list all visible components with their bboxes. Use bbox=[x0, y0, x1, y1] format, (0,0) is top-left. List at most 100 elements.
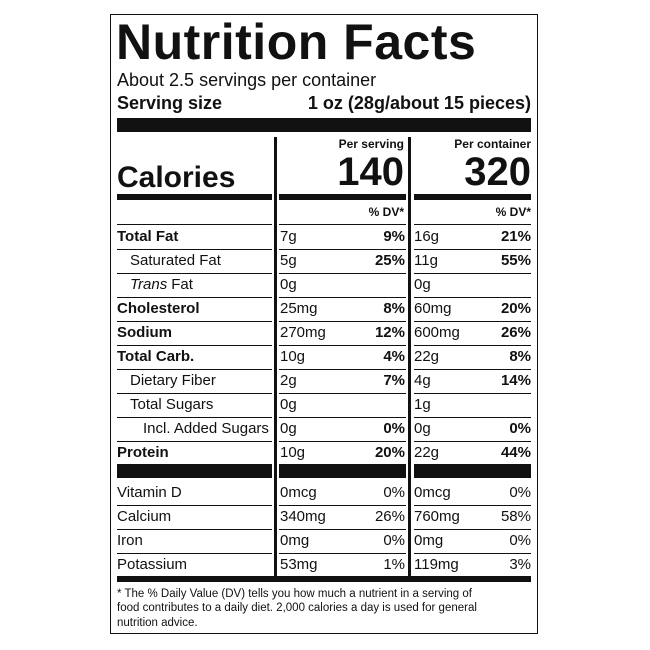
serving-size-value: 1 oz (28g/about 15 pieces) bbox=[307, 93, 531, 114]
serving-amount: 0g bbox=[280, 395, 297, 413]
thin-rule bbox=[117, 297, 272, 298]
thin-rule bbox=[279, 224, 406, 225]
thin-rule bbox=[117, 417, 272, 418]
serving-amount: 10g bbox=[280, 443, 306, 461]
thin-rule bbox=[279, 297, 406, 298]
serving-dv: 0% bbox=[383, 483, 405, 501]
container-amount: 0mcg bbox=[414, 483, 451, 501]
nutrient-name: Total Fat bbox=[117, 227, 179, 245]
thin-rule bbox=[414, 417, 531, 418]
container-amount: 0g bbox=[414, 419, 431, 437]
servings: About 2.5 servings per container bbox=[117, 70, 377, 91]
serving-dv: 7% bbox=[383, 371, 405, 389]
calories-label: Calories bbox=[117, 160, 236, 194]
container-dv: 0% bbox=[509, 483, 531, 501]
serving-dv: 0% bbox=[383, 531, 405, 549]
container-amount: 4g bbox=[414, 371, 431, 389]
thin-rule bbox=[117, 273, 272, 274]
footnote: food contributes to a daily diet. 2,000 … bbox=[117, 602, 477, 615]
serving-dv: 9% bbox=[383, 227, 405, 245]
container-dv: 0% bbox=[509, 531, 531, 549]
serving-dv: 8% bbox=[383, 299, 405, 317]
thin-rule bbox=[117, 369, 272, 370]
container-amount: 600mg bbox=[414, 323, 460, 341]
serving-dv: 20% bbox=[374, 443, 405, 461]
column-divider bbox=[408, 137, 411, 576]
thin-rule bbox=[414, 321, 531, 322]
container-dv: 14% bbox=[500, 371, 531, 389]
column-divider bbox=[274, 137, 277, 576]
nutrient-name: Calcium bbox=[117, 507, 172, 525]
thin-rule bbox=[414, 249, 531, 250]
nutrient-name: Fat bbox=[171, 275, 193, 293]
nutrient-name: Total Sugars bbox=[130, 395, 214, 413]
thin-rule bbox=[279, 529, 406, 530]
dv-header: % DV* bbox=[495, 205, 531, 220]
serving-amount: 2g bbox=[280, 371, 297, 389]
thin-rule bbox=[414, 393, 531, 394]
serving-dv: 1% bbox=[383, 555, 405, 573]
thin-rule bbox=[414, 441, 531, 442]
container-amount: 0g bbox=[414, 275, 431, 293]
serving-dv: 25% bbox=[374, 251, 405, 269]
thin-rule bbox=[414, 529, 531, 530]
thick-rule bbox=[117, 576, 531, 582]
container-amount: 60mg bbox=[414, 299, 452, 317]
container-dv: 58% bbox=[500, 507, 531, 525]
nutrient-name: Sodium bbox=[117, 323, 172, 341]
thick-rule bbox=[117, 194, 272, 200]
thin-rule bbox=[117, 321, 272, 322]
nutrient-name: Cholesterol bbox=[117, 299, 200, 317]
container-dv: 3% bbox=[509, 555, 531, 573]
serving-amount: 53mg bbox=[280, 555, 318, 573]
serving-dv: 0% bbox=[383, 419, 405, 437]
serving-amount: 0g bbox=[280, 275, 297, 293]
thin-rule bbox=[117, 345, 272, 346]
container-amount: 1g bbox=[414, 395, 431, 413]
thin-rule bbox=[414, 505, 531, 506]
footnote: * The % Daily Value (DV) tells you how m… bbox=[117, 587, 472, 600]
thick-rule bbox=[279, 194, 406, 200]
thin-rule bbox=[414, 553, 531, 554]
serving-amount: 270mg bbox=[280, 323, 326, 341]
container-amount: 760mg bbox=[414, 507, 460, 525]
label-border bbox=[110, 14, 538, 634]
serving-amount: 7g bbox=[280, 227, 297, 245]
nutrient-name: Saturated Fat bbox=[130, 251, 221, 269]
thin-rule bbox=[414, 345, 531, 346]
nutrient-name: Protein bbox=[117, 443, 169, 461]
serving-amount: 5g bbox=[280, 251, 297, 269]
thick-bar bbox=[279, 464, 406, 478]
dv-header: % DV* bbox=[368, 205, 404, 220]
serving-dv: 4% bbox=[383, 347, 405, 365]
per-serving-header: Per serving bbox=[338, 137, 404, 152]
container-dv: 21% bbox=[500, 227, 531, 245]
thin-rule bbox=[414, 369, 531, 370]
calories-serving: 140 bbox=[337, 150, 404, 194]
serving-dv: 12% bbox=[374, 323, 405, 341]
container-dv: 0% bbox=[509, 419, 531, 437]
container-dv: 55% bbox=[500, 251, 531, 269]
thin-rule bbox=[279, 441, 406, 442]
serving-amount: 10g bbox=[280, 347, 306, 365]
serving-amount: 340mg bbox=[280, 507, 326, 525]
thin-rule bbox=[117, 505, 272, 506]
container-amount: 22g bbox=[414, 347, 440, 365]
thin-rule bbox=[279, 369, 406, 370]
container-amount: 16g bbox=[414, 227, 440, 245]
thin-rule bbox=[414, 273, 531, 274]
thin-rule bbox=[117, 393, 272, 394]
thick-bar bbox=[117, 464, 272, 478]
thin-rule bbox=[117, 224, 272, 225]
thick-bar bbox=[414, 464, 531, 478]
per-container-header: Per container bbox=[454, 137, 531, 152]
nutrient-name: Iron bbox=[117, 531, 143, 549]
nutrient-name: Total Carb. bbox=[117, 347, 195, 365]
serving-amount: 0mg bbox=[280, 531, 310, 549]
nutrient-name: Dietary Fiber bbox=[130, 371, 216, 389]
thin-rule bbox=[279, 505, 406, 506]
footnote: nutrition advice. bbox=[117, 616, 198, 629]
thin-rule bbox=[279, 249, 406, 250]
thin-rule bbox=[279, 553, 406, 554]
